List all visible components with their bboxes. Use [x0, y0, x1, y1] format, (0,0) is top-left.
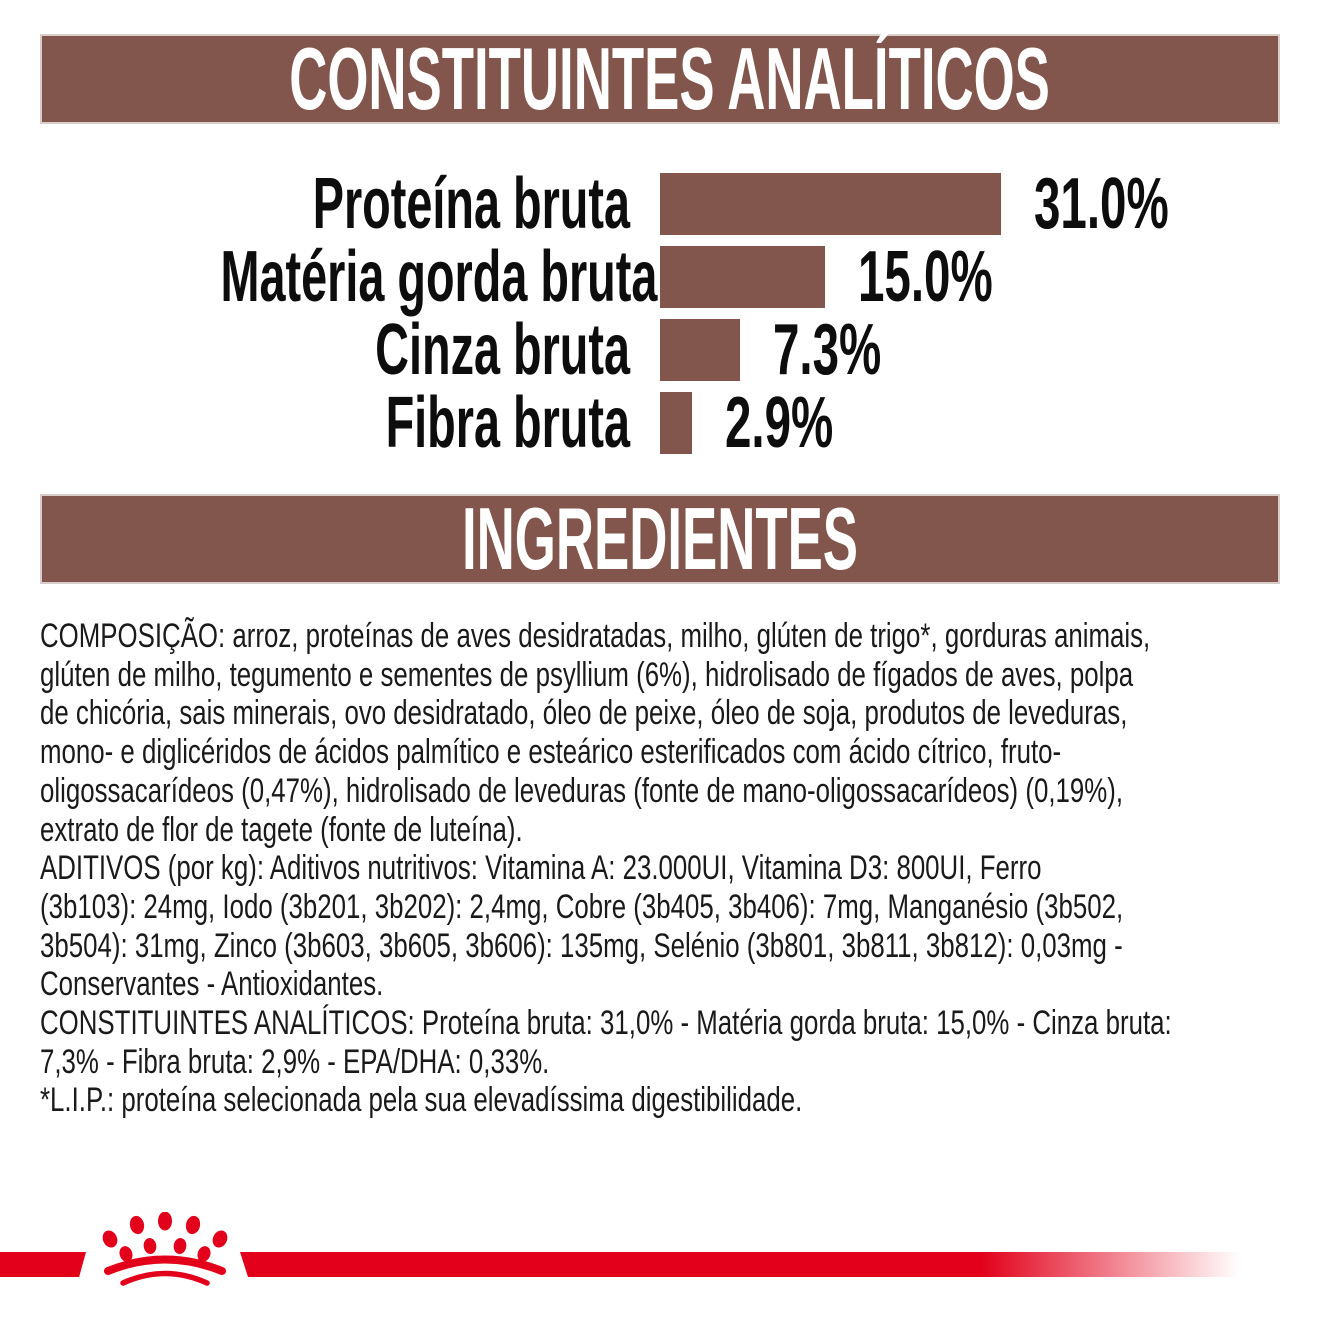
chart-row: Cinza bruta 7.3%: [0, 310, 1320, 390]
chart-category-label: Proteína bruta: [312, 164, 630, 244]
ingredients-line: CONSTITUINTES ANALÍTICOS: Proteína bruta…: [40, 1004, 1172, 1043]
chart-row: Proteína bruta 31.0%: [0, 164, 1320, 244]
chart-category-label: Cinza bruta: [375, 310, 630, 390]
ingredients-line: (3b103): 24mg, Iodo (3b201, 3b202): 2,4m…: [40, 887, 1124, 926]
brand-stripe-left: [0, 1252, 86, 1277]
chart-bar: [660, 319, 740, 381]
ingredients-line: de chicória, sais minerais, ovo desidrat…: [40, 694, 1128, 733]
chart-row: Fibra bruta 2.9%: [0, 383, 1320, 463]
chart-category-label: Matéria gorda bruta: [220, 237, 658, 317]
section-title: INGREDIENTES: [461, 489, 859, 588]
ingredients-line: 3b504): 31mg, Zinco (3b603, 3b605, 3b606…: [40, 926, 1123, 965]
crown-icon: [102, 1212, 228, 1286]
section-header-analytical-constituents: CONSTITUINTES ANALÍTICOS: [40, 34, 1280, 124]
ingredients-line: *L.I.P.: proteína selecionada pela sua e…: [40, 1081, 803, 1120]
ingredients-text: COMPOSIÇÃO: arroz, proteínas de aves des…: [40, 617, 1290, 1120]
ingredients-line: oligossacarídeos (0,47%), hidrolisado de…: [40, 771, 1123, 810]
ingredients-line: Conservantes - Antioxidantes.: [40, 965, 384, 1004]
ingredients-line: 7,3% - Fibra bruta: 2,9% - EPA/DHA: 0,33…: [40, 1042, 550, 1081]
chart-category-label: Fibra bruta: [385, 383, 630, 463]
ingredients-line: extrato de flor de tagete (fonte de lute…: [40, 810, 523, 849]
chart-bar: [660, 392, 692, 454]
chart-value-label: 2.9%: [725, 383, 834, 463]
ingredients-line: mono- e diglicéridos de ácidos palmítico…: [40, 733, 1062, 772]
ingredients-line: glúten de milho, tegumento e sementes de…: [40, 655, 1134, 694]
chart-row: Matéria gorda bruta 15.0%: [0, 237, 1320, 317]
chart-value-label: 15.0%: [858, 237, 993, 317]
section-title: CONSTITUINTES ANALÍTICOS: [289, 29, 1050, 128]
chart-bar: [660, 173, 1001, 235]
ingredients-line: COMPOSIÇÃO: arroz, proteínas de aves des…: [40, 617, 1151, 655]
brand-stripe-right: [240, 1252, 1240, 1277]
section-header-ingredients: INGREDIENTES: [40, 494, 1280, 584]
chart-value-label: 7.3%: [773, 310, 882, 390]
analytical-constituents-bar-chart: Proteína bruta 31.0% Matéria gorda bruta…: [0, 164, 1320, 463]
ingredients-line: ADITIVOS (por kg): Aditivos nutritivos: …: [40, 849, 1042, 888]
chart-value-label: 31.0%: [1034, 164, 1169, 244]
chart-bar: [660, 246, 825, 308]
